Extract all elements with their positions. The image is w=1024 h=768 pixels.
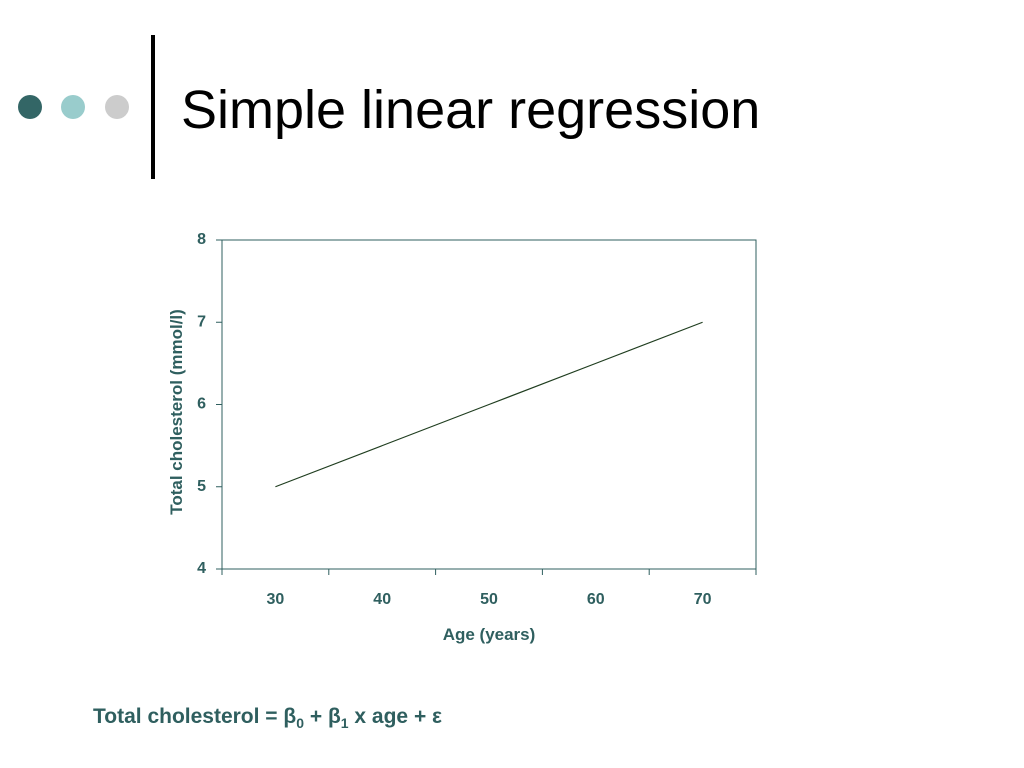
- y-tick-label: 6: [197, 396, 206, 413]
- y-tick-label: 7: [197, 313, 206, 330]
- equation-part: x age + ε: [349, 705, 442, 728]
- bullet-dot: [18, 95, 42, 119]
- x-tick-label: 60: [587, 591, 605, 608]
- title-bar: [151, 35, 155, 179]
- x-tick-label: 30: [267, 591, 285, 608]
- x-tick-label: 40: [373, 591, 391, 608]
- x-axis-label: Age (years): [443, 625, 536, 644]
- bullet-dot: [105, 95, 129, 119]
- equation-subscript: 0: [296, 715, 304, 731]
- y-tick-label: 8: [197, 231, 206, 248]
- x-tick-label: 70: [694, 591, 712, 608]
- equation-subscript: 1: [341, 715, 349, 731]
- x-tick-label: 50: [480, 591, 498, 608]
- y-tick-label: 4: [197, 560, 206, 577]
- equation: Total cholesterol = β0 + β1 x age + ε: [93, 705, 442, 731]
- line: [275, 321, 703, 488]
- equation-part: + β: [304, 705, 341, 728]
- y-axis-label: Total cholesterol (mmol/l): [167, 309, 186, 515]
- equation-part: Total cholesterol = β: [93, 705, 296, 728]
- y-tick-label: 5: [197, 478, 206, 495]
- slide-title: Simple linear regression: [181, 80, 760, 140]
- bullet-dot: [61, 95, 85, 119]
